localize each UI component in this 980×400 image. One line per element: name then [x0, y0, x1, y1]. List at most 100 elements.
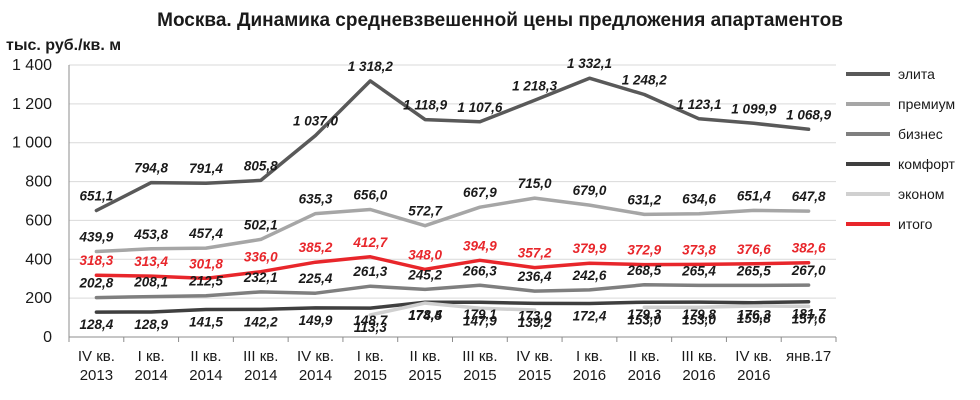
- series-line: [94, 299, 811, 314]
- data-label: 236,4: [517, 269, 552, 284]
- data-label: 179,8: [682, 307, 716, 322]
- data-label: 313,4: [134, 254, 168, 269]
- y-axis-unit-label: тыс. руб./кв. м: [6, 37, 122, 54]
- legend-label: итого: [898, 216, 933, 232]
- data-label: 453,8: [133, 227, 168, 242]
- x-tick-label: III кв. 2015: [462, 348, 497, 384]
- data-label: 159,8: [737, 311, 771, 326]
- data-label: 385,2: [299, 240, 333, 255]
- data-label: 1 099,9: [731, 101, 777, 116]
- data-label: 439,9: [78, 230, 113, 245]
- y-tick-label: 0: [43, 329, 52, 346]
- data-label: 181,7: [792, 307, 827, 322]
- series-line: [94, 76, 811, 213]
- data-label: 1 107,6: [457, 100, 503, 115]
- data-label: 265,4: [681, 263, 716, 278]
- data-label: 141,5: [189, 315, 223, 330]
- series-line: [94, 283, 811, 300]
- data-label: 267,0: [791, 263, 826, 278]
- data-label: 635,3: [299, 192, 333, 207]
- data-label: 379,9: [573, 241, 607, 256]
- x-tick-label: II кв. 2015: [408, 348, 441, 384]
- data-label: 261,3: [352, 264, 387, 279]
- data-label: 656,0: [353, 188, 387, 203]
- data-label: 147,9: [463, 313, 497, 328]
- y-tick-label: 200: [25, 290, 52, 307]
- data-label: 348,0: [408, 247, 442, 262]
- y-tick-label: 600: [25, 212, 52, 229]
- data-label: 457,4: [188, 226, 223, 241]
- y-tick-label: 800: [25, 174, 52, 191]
- data-label: 265,5: [736, 263, 771, 278]
- series-line: [94, 196, 811, 254]
- data-label: 153,0: [627, 312, 661, 327]
- legend-label: премиум: [898, 96, 955, 112]
- data-label: 176,3: [737, 308, 771, 323]
- series-line: [642, 304, 811, 310]
- data-label: 232,1: [243, 270, 278, 285]
- data-label: 225,4: [298, 271, 333, 286]
- data-label: 1 218,3: [512, 78, 558, 93]
- x-tick-label: IV кв. 2015: [516, 348, 553, 384]
- data-label: 318,3: [79, 253, 113, 268]
- data-label: 372,9: [627, 243, 661, 258]
- data-label: 679,0: [573, 183, 607, 198]
- x-tick-label: I кв. 2016: [573, 348, 606, 384]
- x-tick-label: IV кв. 2013: [78, 348, 115, 384]
- x-tick-label: III кв. 2014: [243, 348, 278, 384]
- legend-label: элита: [898, 66, 935, 82]
- data-label: 212,5: [188, 274, 223, 289]
- data-label: 113,3: [354, 320, 387, 335]
- data-label: 572,7: [408, 204, 443, 219]
- legend-label: бизнес: [898, 126, 943, 142]
- data-label: 301,8: [189, 256, 223, 271]
- x-tick-label: III кв. 2016: [681, 348, 716, 384]
- data-label: 634,6: [682, 192, 716, 207]
- x-tick-label: янв.17: [786, 348, 831, 365]
- data-label: 179,3: [627, 307, 661, 322]
- x-tick-label: IV кв. 2014: [297, 348, 334, 384]
- data-label: 502,1: [244, 217, 278, 232]
- data-label: 208,1: [133, 275, 168, 290]
- data-label: 667,9: [463, 185, 497, 200]
- series-line: [368, 301, 537, 317]
- data-label: 376,6: [737, 242, 771, 257]
- data-label: 373,8: [682, 242, 716, 257]
- data-label: 173,0: [518, 308, 552, 323]
- y-tick-label: 1 200: [12, 96, 52, 113]
- data-label: 1 318,2: [348, 59, 394, 74]
- data-label: 174,5: [408, 308, 442, 323]
- legend-label: эконом: [898, 186, 944, 202]
- chart-title: Москва. Динамика средневзвешенной цены п…: [157, 10, 843, 31]
- data-label: 242,6: [572, 268, 607, 283]
- data-label: 268,5: [626, 263, 661, 278]
- data-label: 412,7: [352, 235, 388, 250]
- data-label: 382,6: [792, 241, 826, 256]
- data-label: 394,9: [463, 238, 497, 253]
- data-label: 153,0: [682, 312, 716, 327]
- data-label: 157,6: [792, 311, 826, 326]
- legend-label: комфорт: [898, 156, 955, 172]
- y-tick-label: 400: [25, 251, 52, 268]
- data-label: 142,2: [244, 314, 278, 329]
- data-label: 266,3: [462, 263, 497, 278]
- data-label: 172,4: [573, 309, 607, 324]
- data-label: 139,2: [518, 315, 552, 330]
- data-label: 148,7: [353, 313, 388, 328]
- data-label: 794,8: [134, 161, 168, 176]
- x-tick-label: II кв. 2016: [628, 348, 661, 384]
- data-label: 202,8: [78, 276, 113, 291]
- data-label: 651,1: [79, 189, 113, 204]
- data-label: 791,4: [189, 161, 223, 176]
- data-label: 245,2: [407, 267, 442, 282]
- y-tick-label: 1 400: [12, 57, 52, 74]
- x-tick-label: II кв. 2014: [189, 348, 222, 384]
- data-label: 179,1: [463, 307, 497, 322]
- data-label: 1 068,9: [786, 107, 832, 122]
- data-label: 1 332,1: [567, 56, 612, 71]
- data-label: 631,2: [627, 192, 661, 207]
- series-line: [94, 255, 811, 281]
- data-label: 128,4: [79, 317, 113, 332]
